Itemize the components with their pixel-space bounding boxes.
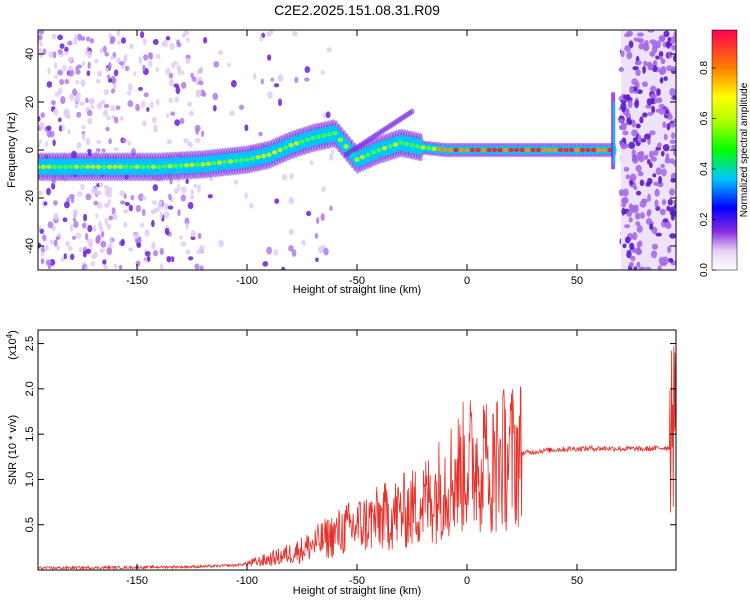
spectrogram-x-label: Height of straight line (km) xyxy=(293,284,421,296)
spectrogram-y-tick-label: 20 xyxy=(24,96,36,108)
spectrogram-x-tick-label: 0 xyxy=(464,275,470,287)
spectrogram-x-tick-label: -100 xyxy=(236,275,258,287)
snr-y-tick-label: 1.5 xyxy=(24,427,36,442)
snr-y-ticks: 0.5 1.0 1.5 2.0 2.5 xyxy=(24,336,676,532)
colorbar-tick-label: 0.6 xyxy=(699,111,710,125)
snr-y-tick-label: 0.5 xyxy=(24,517,36,532)
spectrogram-y-label: Frequency (Hz) xyxy=(6,112,18,188)
spectrogram-x-tick-label: -150 xyxy=(126,275,148,287)
colorbar-tick-label: 0.4 xyxy=(699,162,710,176)
colorbar-tick-label: 0.0 xyxy=(699,263,710,277)
colorbar-ticks: 0.0 0.2 0.4 0.6 0.8 xyxy=(699,61,716,277)
snr-series-line xyxy=(38,346,676,570)
snr-x-label: Height of straight line (km) xyxy=(293,585,421,597)
spectrogram-x-ticks: -150 -100 -50 0 50 xyxy=(126,30,583,287)
snr-panel: -150 -100 -50 0 50 0.5 1.0 1.5 2.0 2.5 Height of… xyxy=(5,329,677,597)
spectrogram-x-tick-label: 50 xyxy=(571,275,583,287)
signal-ridge xyxy=(38,92,617,182)
colorbar-gradient xyxy=(711,29,738,271)
snr-x-tick-label: -150 xyxy=(126,575,148,587)
snr-plot-area xyxy=(38,330,676,570)
snr-x-tick-label: 0 xyxy=(464,575,470,587)
snr-y-tick-label: 2.0 xyxy=(24,381,36,396)
snr-y-scale: (x104) xyxy=(5,330,20,360)
spectrogram-y-tick-label: 40 xyxy=(24,48,36,60)
spectrogram-heatmap xyxy=(38,30,676,270)
spectrogram-y-tick-label: 0 xyxy=(24,147,36,153)
snr-x-tick-label: 50 xyxy=(571,575,583,587)
spectrogram-x-tick-label: -50 xyxy=(349,275,365,287)
noise-speckles xyxy=(38,30,676,270)
snr-y-tick-label: 1.0 xyxy=(24,472,36,487)
spectrogram-panel: -150 -100 -50 0 50 -40 -20 0 20 40 Height of str… xyxy=(6,29,677,296)
figure-title: C2E2.2025.151.08.31.R09 xyxy=(274,2,440,18)
snr-x-ticks: -150 -100 -50 0 50 xyxy=(126,330,583,587)
colorbar: 0.0 0.2 0.4 0.6 0.8 Normalized spectral ampl… xyxy=(699,29,750,277)
snr-x-tick-label: -50 xyxy=(349,575,365,587)
colorbar-tick-label: 0.2 xyxy=(699,212,710,226)
colorbar-tick-label: 0.8 xyxy=(699,61,710,75)
snr-y-tick-label: 2.5 xyxy=(24,336,36,351)
colorbar-label: Normalized spectral amplitude xyxy=(739,82,750,217)
spectrogram-y-ticks: -40 -20 0 20 40 xyxy=(24,48,676,254)
snr-x-tick-label: -100 xyxy=(236,575,258,587)
snr-y-label: SNR (10 * v/v) xyxy=(7,415,19,485)
spectrogram-y-tick-label: -20 xyxy=(24,190,36,206)
spectrogram-y-tick-label: -40 xyxy=(24,238,36,254)
